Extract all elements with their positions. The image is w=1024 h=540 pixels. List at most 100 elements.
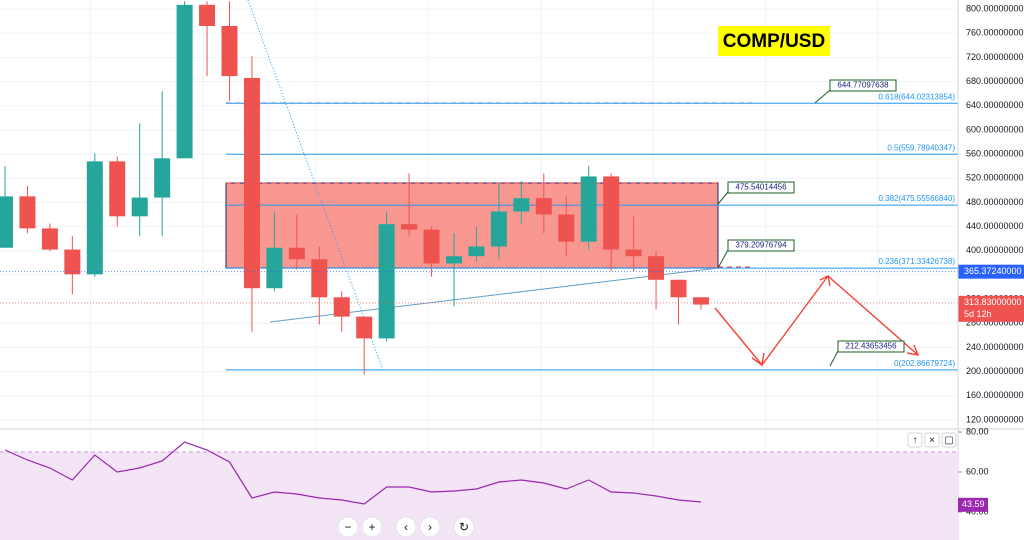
candle-body: [535, 198, 552, 215]
pane-button-label[interactable]: ▢: [944, 435, 953, 446]
candle-body: [513, 198, 530, 212]
y-tick-label: 280.00000000: [966, 318, 1024, 328]
price-label-box: [958, 295, 1024, 322]
candle-body: [401, 224, 418, 230]
arrow-head: [906, 344, 920, 356]
candle-body: [154, 158, 171, 198]
control-label[interactable]: −: [344, 520, 351, 534]
candle-body: [333, 297, 350, 317]
candle-body: [311, 259, 328, 298]
candle-body: [221, 25, 238, 77]
chart-title: COMP/USD: [723, 31, 825, 52]
candle-body: [446, 256, 462, 264]
fib-label: 0.5(559.78940347): [887, 143, 955, 152]
y-tick-label: 160.00000000: [966, 390, 1024, 400]
y-tick-label: 560.00000000: [966, 148, 1024, 158]
candle-body: [243, 77, 260, 289]
price-label: 313.83000000: [964, 297, 1022, 307]
y-tick-label: 800.00000000: [966, 3, 1024, 13]
candle-body: [199, 4, 216, 26]
arrow-head: [819, 274, 831, 287]
control-label[interactable]: ↻: [459, 520, 469, 534]
y-tick-label: 440.00000000: [966, 221, 1024, 231]
control-button[interactable]: [419, 516, 441, 538]
callout-label: 212.43653456: [845, 342, 897, 351]
candle-body: [490, 211, 507, 247]
pane-button[interactable]: [907, 432, 923, 448]
pane-button[interactable]: [941, 432, 957, 448]
candle-body: [266, 247, 283, 289]
callout-pointer: [717, 249, 729, 269]
control-label[interactable]: ›: [428, 520, 432, 534]
callout-pointer: [829, 350, 839, 367]
y-tick-label: 680.00000000: [966, 76, 1024, 86]
rsi-last-box: [958, 497, 988, 512]
callout-pointer: [814, 89, 831, 104]
fib-label: 0.236(371.33426738): [878, 257, 955, 266]
candle-body: [86, 161, 103, 275]
y-tick-label: 600.00000000: [966, 124, 1024, 134]
y-tick-label: 120.00000000: [966, 414, 1024, 424]
y-tick-label: 480.00000000: [966, 197, 1024, 207]
projection-arrow: [714, 274, 919, 367]
y-tick-label: 760.00000000: [966, 28, 1024, 38]
candle-body: [603, 176, 620, 250]
y-tick-label: 200.00000000: [966, 366, 1024, 376]
rsi-last-label: 43.59: [962, 499, 985, 509]
callout-label: 644.77097638: [837, 81, 889, 90]
candle-body: [41, 228, 58, 250]
candle-body: [423, 229, 440, 264]
price-label-box: [958, 264, 1024, 279]
price-label: 365.37240000: [964, 266, 1022, 276]
rsi-tick-label: 60.00: [966, 466, 989, 476]
pane-button-label[interactable]: ↑: [913, 435, 918, 446]
candle-body: [19, 196, 36, 229]
candle-body: [580, 176, 597, 242]
y-tick-label: 400.00000000: [966, 245, 1024, 255]
fib-label: 0.382(475.55566840): [878, 194, 955, 203]
candle-body: [378, 224, 395, 339]
control-button[interactable]: [395, 516, 417, 538]
pane-button[interactable]: [924, 432, 940, 448]
y-tick-label: 520.00000000: [966, 173, 1024, 183]
fib-label: 0.618(644.02313854): [878, 92, 955, 101]
candle-body: [176, 4, 193, 159]
callout-box: [829, 79, 897, 92]
control-button[interactable]: [361, 516, 383, 538]
candle-body: [64, 249, 81, 275]
title-box: [718, 26, 830, 56]
rsi-tick-label: 80.00: [966, 426, 989, 436]
callout-label: 379.20976794: [735, 241, 787, 250]
arrow-head: [751, 352, 765, 367]
candle-body: [288, 247, 305, 260]
control-button[interactable]: [337, 516, 359, 538]
candle-body: [648, 256, 665, 280]
pane-button-label[interactable]: ×: [929, 435, 935, 446]
control-label[interactable]: +: [368, 520, 375, 534]
candle-body: [131, 197, 148, 217]
y-tick-label: 720.00000000: [966, 52, 1024, 62]
fib-label: 0(202.86679724): [894, 359, 955, 368]
candle-body: [625, 249, 642, 257]
countdown: 5d 12h: [964, 309, 992, 319]
callout-box: [727, 239, 795, 252]
callout-box: [837, 340, 905, 353]
candle-body: [0, 196, 13, 248]
y-tick-label: 240.00000000: [966, 342, 1024, 352]
callout-pointer: [717, 191, 729, 205]
y-tick-label: 640.00000000: [966, 100, 1024, 110]
candle-body: [356, 316, 373, 339]
rsi-band: [0, 452, 958, 540]
candle-body: [468, 246, 485, 257]
candle-body: [109, 161, 126, 217]
rsi-line: [4, 441, 702, 505]
callout-label: 475.54014456: [735, 183, 787, 192]
candle-body: [670, 279, 687, 298]
candle-body: [558, 214, 575, 242]
candle-body: [692, 297, 709, 305]
control-button[interactable]: [453, 516, 475, 538]
callout-box: [727, 181, 795, 194]
control-label[interactable]: ‹: [404, 520, 408, 534]
